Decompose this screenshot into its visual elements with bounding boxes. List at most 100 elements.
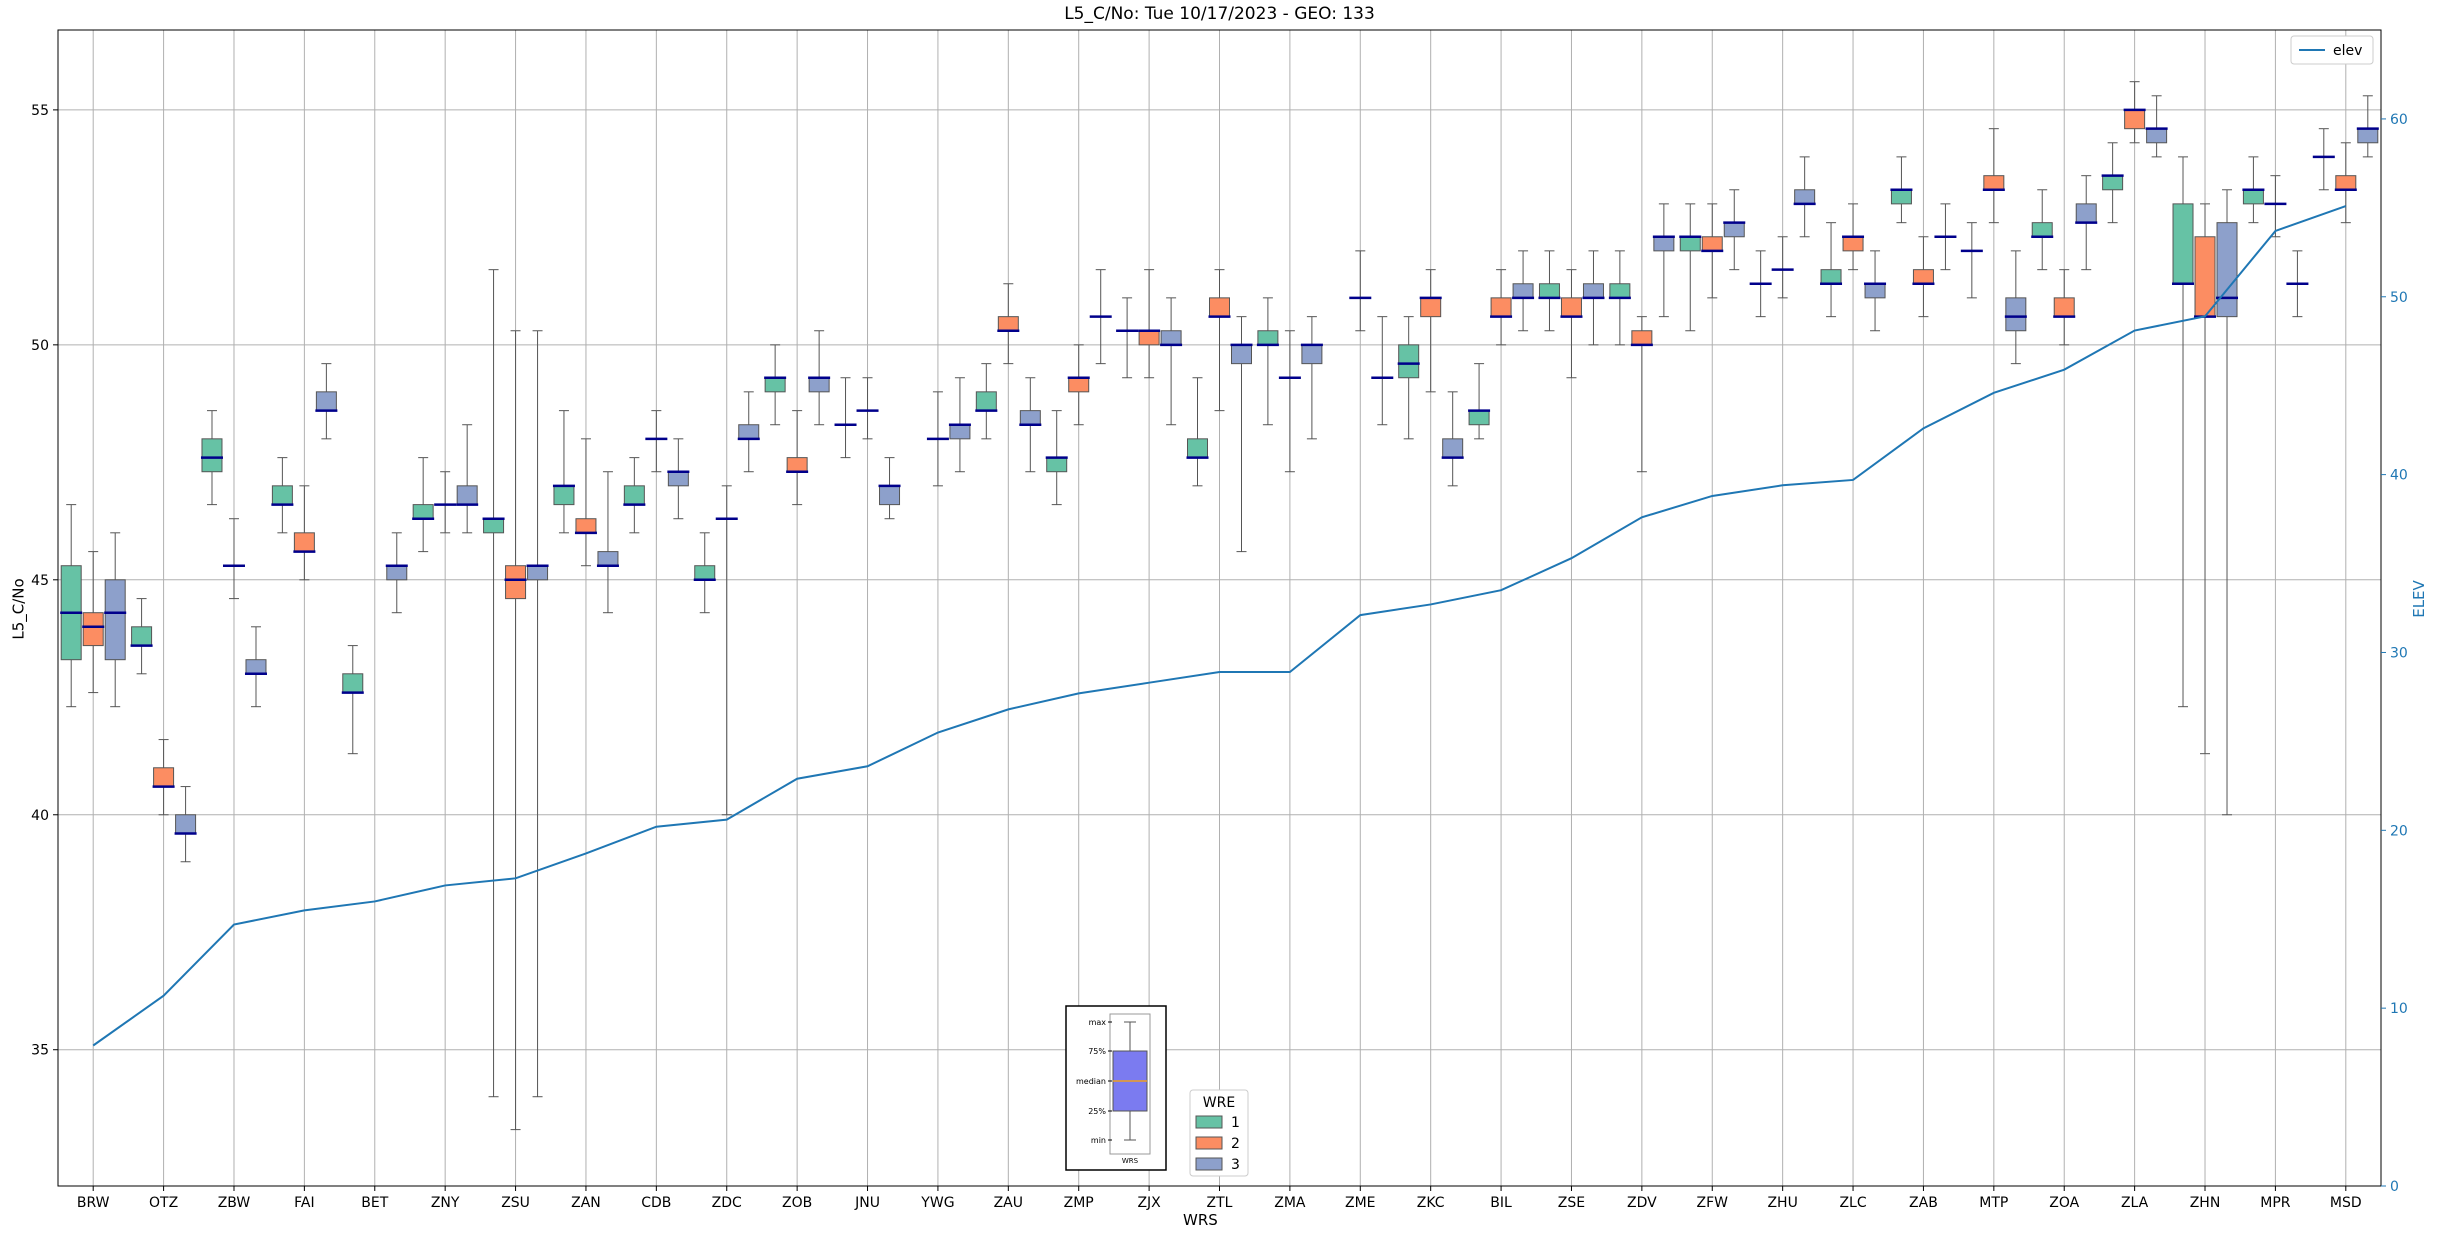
box-iqr [412, 504, 434, 520]
box-iqr [505, 565, 527, 600]
box-OTZ-wre1 [130, 598, 153, 675]
box-iqr [667, 471, 689, 487]
box-iqr [2005, 297, 2027, 332]
box-iqr [879, 485, 901, 506]
key-label: median [1076, 1077, 1106, 1086]
box-iqr [1046, 457, 1068, 473]
x-tick-label: MPR [2260, 1195, 2291, 1211]
box-ZHU-wre1 [1749, 250, 1772, 318]
box-iqr [764, 377, 786, 393]
box-ZDC-wre3 [737, 391, 760, 473]
x-tick-label: ZJX [1137, 1195, 1161, 1211]
x-tick-label: BET [361, 1195, 388, 1211]
box-ZOB-wre1 [764, 344, 787, 426]
key-label: 75% [1088, 1047, 1106, 1056]
box-ZAN-wre2 [574, 438, 597, 567]
box-ZOA-wre3 [2075, 175, 2098, 271]
box-MSD-wre1 [2312, 128, 2335, 191]
y-tick-label: 45 [31, 573, 49, 589]
box-ZBW-wre2 [222, 518, 245, 600]
box-iqr [1582, 283, 1604, 299]
x-tick-label: ZOB [782, 1195, 812, 1211]
box-ZSE-wre1 [1538, 250, 1561, 332]
box-iqr [1842, 236, 1864, 252]
box-ZLA-wre2 [2123, 81, 2146, 144]
box-ZTL-wre2 [1208, 269, 1231, 412]
box-ZHU-wre2 [1771, 236, 1794, 299]
box-ZFW-wre3 [1723, 189, 1746, 271]
x-tick-label: ZOA [2049, 1195, 2079, 1211]
box-iqr [1301, 344, 1323, 365]
x-tick-label: ZAN [571, 1195, 601, 1211]
box-key-inset: max 75% median 25% min WRS [1065, 1005, 1167, 1171]
box-BET-wre1 [341, 645, 364, 755]
box-ZSE-wre2 [1560, 269, 1583, 379]
box-iqr [694, 565, 716, 581]
box-ZAN-wre3 [596, 471, 619, 614]
box-iqr [1609, 283, 1631, 299]
box-iqr [1512, 283, 1534, 299]
box-ZOA-wre1 [2031, 189, 2054, 271]
box-MPR-wre3 [2286, 250, 2309, 318]
box-ZAB-wre3 [1934, 203, 1957, 271]
box-ZOB-wre2 [786, 410, 809, 506]
box-iqr [786, 457, 808, 473]
box-iqr [293, 532, 315, 553]
box-ZNY-wre1 [412, 457, 435, 553]
box-iqr [1187, 438, 1208, 459]
box-iqr [1820, 269, 1842, 285]
box-iqr [808, 377, 830, 393]
box-ZBW-wre3 [244, 626, 267, 708]
box-BRW-wre1 [60, 504, 83, 708]
elev-legend: elev [2290, 35, 2374, 65]
box-ZKC-wre3 [1441, 391, 1464, 487]
y-tick-label: 55 [31, 103, 49, 119]
box-iqr [175, 814, 197, 835]
box-iqr [1538, 283, 1560, 299]
box-iqr [1983, 175, 2005, 191]
box-iqr [201, 438, 223, 473]
box-CDB-wre1 [623, 457, 646, 534]
x-tick-label: ZHN [2190, 1195, 2221, 1211]
box-iqr [456, 485, 478, 506]
box-ZKC-wre1 [1397, 316, 1420, 440]
box-iqr [271, 485, 293, 506]
y2-tick-label: 30 [2390, 645, 2408, 661]
key-label: 25% [1088, 1107, 1106, 1116]
box-ZDV-wre1 [1608, 250, 1631, 346]
x-tick-label: ZNY [431, 1195, 460, 1211]
box-iqr [1890, 189, 1912, 205]
box-iqr [597, 551, 619, 567]
box-ZLC-wre2 [1842, 203, 1865, 271]
box-iqr [1420, 297, 1442, 318]
key-caption: WRS [1122, 1157, 1139, 1165]
key-inner-frame [1109, 1013, 1151, 1155]
legend-frame [1189, 1089, 1249, 1177]
box-MPR-wre1 [2242, 156, 2265, 224]
x-tick-label: OTZ [149, 1195, 178, 1211]
legend-label-wre1: 1 [1231, 1115, 1240, 1131]
x-tick-label: ZHU [1767, 1195, 1797, 1211]
box-iqr [2102, 175, 2124, 191]
box-MSD-wre3 [2356, 95, 2379, 158]
box-iqr [2172, 203, 2194, 285]
box-ZAU-wre2 [997, 283, 1020, 365]
x-tick-label: ZTL [1207, 1195, 1233, 1211]
x-tick-label: JNU [854, 1195, 880, 1211]
box-iqr [623, 485, 645, 506]
box-ZOB-wre3 [808, 330, 831, 426]
x-tick-label: MSD [2330, 1195, 2362, 1211]
box-BRW-wre2 [82, 551, 105, 694]
legend-swatch-wre2 [1195, 1136, 1223, 1150]
box-ZBW-wre1 [200, 410, 223, 506]
box-ZFW-wre2 [1701, 203, 1724, 299]
x-tick-label: ZBW [218, 1195, 251, 1211]
box-iqr [949, 424, 971, 440]
x-tick-label: ZSE [1558, 1195, 1585, 1211]
box-iqr [738, 424, 760, 440]
box-ZSE-wre3 [1582, 250, 1605, 346]
box-iqr [975, 391, 997, 412]
box-iqr [1794, 189, 1816, 205]
box-MTP-wre2 [1982, 128, 2005, 224]
